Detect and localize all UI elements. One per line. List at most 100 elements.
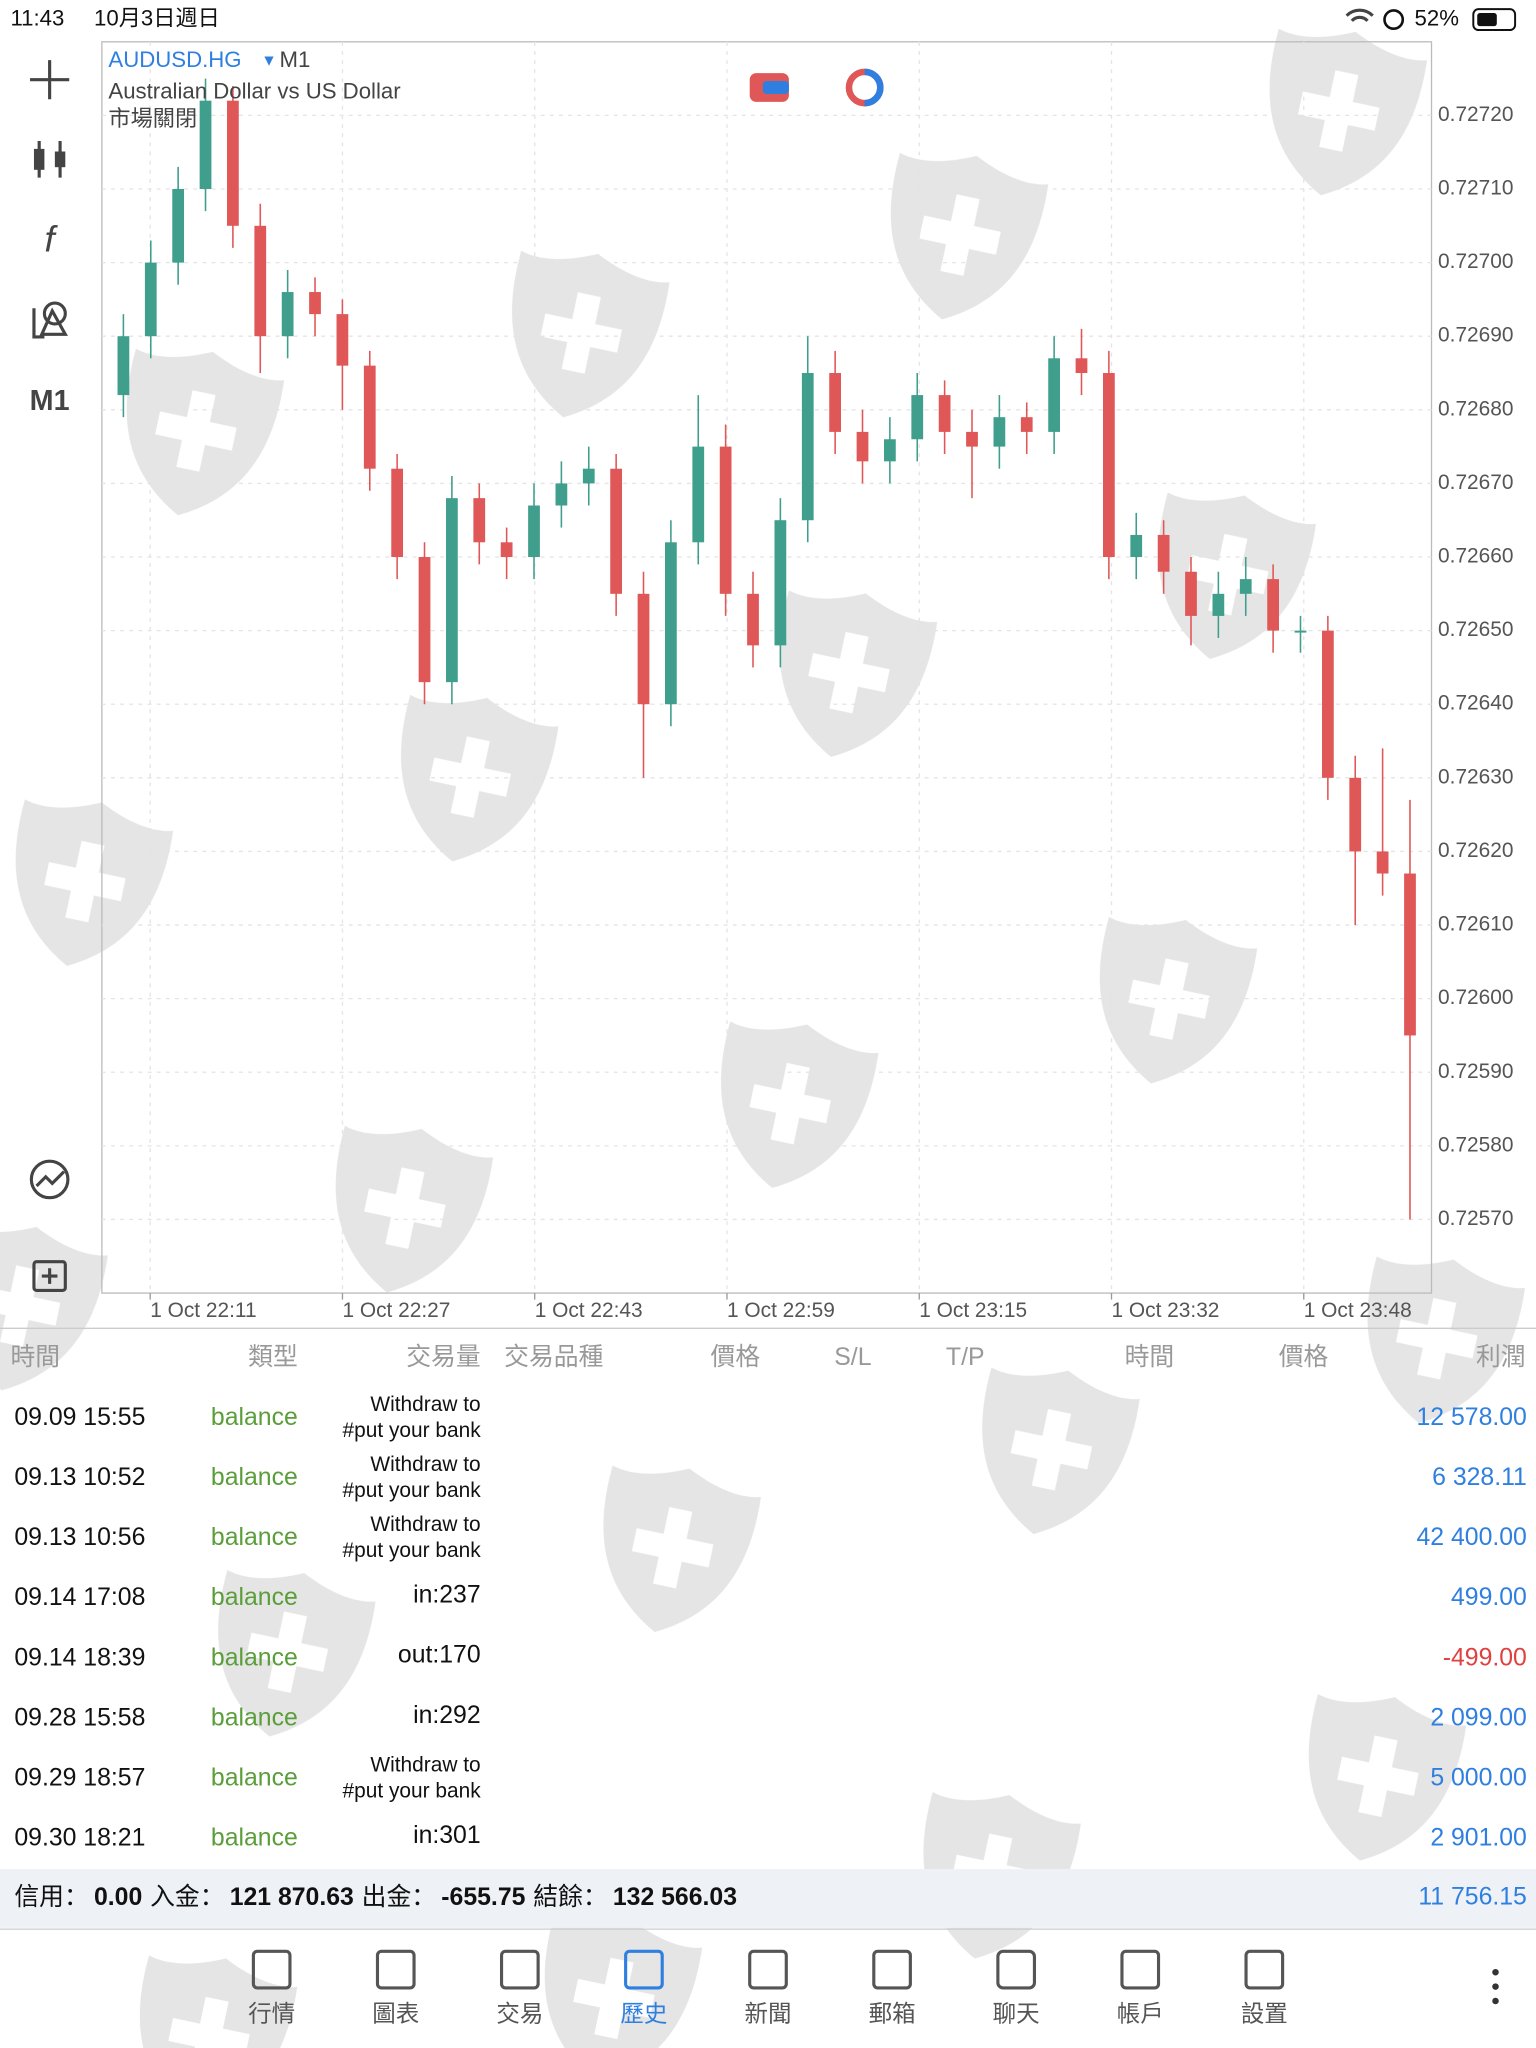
tab[interactable]: 郵箱: [869, 1949, 916, 2027]
tab-icon[interactable]: [624, 1949, 664, 1990]
trade-button[interactable]: [35, 1170, 66, 1188]
cell-volume: Withdraw to: [370, 1753, 480, 1776]
cell-volume: #put your bank: [343, 1539, 482, 1562]
column-header: 價格: [1279, 1343, 1329, 1371]
tab[interactable]: 帳戶: [1117, 1949, 1164, 2027]
x-tick-label: 1 Oct 23:48: [1304, 1299, 1412, 1322]
battery-level: [1477, 13, 1497, 27]
symbol-dropdown[interactable]: ▼: [261, 53, 277, 70]
tab-label[interactable]: 聊天: [993, 2001, 1040, 2027]
timeframe-button[interactable]: M1: [30, 385, 70, 417]
symbol[interactable]: AUDUSD.HG: [108, 47, 241, 72]
tab-label[interactable]: 圖表: [372, 2001, 419, 2027]
new-order-button[interactable]: [32, 1260, 67, 1293]
candle-body: [254, 225, 267, 337]
objects-tool[interactable]: [42, 301, 67, 326]
column-header: 價格: [711, 1343, 761, 1371]
tab-label[interactable]: 帳戶: [1117, 2001, 1164, 2027]
cell-profit: 2 901.00: [1430, 1825, 1527, 1852]
y-tick-label: 0.72660: [1438, 545, 1513, 568]
candle-body: [363, 365, 376, 469]
more-dot[interactable]: [1492, 1997, 1499, 2005]
cell-time: 09.14 17:08: [14, 1584, 145, 1611]
chart-type-tool[interactable]: [54, 151, 66, 168]
tab-icon[interactable]: [375, 1949, 416, 1990]
tab[interactable]: 歷史: [620, 1949, 667, 2027]
more-dot[interactable]: [1492, 1968, 1499, 1976]
candle-body: [391, 468, 404, 558]
candle-body: [144, 262, 157, 337]
cell-time: 09.14 18:39: [14, 1644, 145, 1671]
cell-time: 09.29 18:57: [14, 1764, 145, 1791]
market-status: 市場關閉: [108, 106, 197, 131]
tab-icon[interactable]: [748, 1949, 788, 1990]
one-click-button[interactable]: [762, 80, 789, 95]
tab-label[interactable]: 交易: [496, 2001, 543, 2027]
candle-body: [774, 520, 787, 646]
summary-label: 信用：: [14, 1882, 88, 1910]
tab[interactable]: 設置: [1241, 1949, 1288, 2027]
tab-icon[interactable]: [499, 1949, 540, 1990]
tab-icon[interactable]: [1120, 1949, 1161, 1990]
summary-bar: [0, 1869, 1536, 1928]
cell-volume: #put your bank: [343, 1419, 482, 1442]
x-tick-label: 1 Oct 23:32: [1112, 1299, 1220, 1322]
more-dot[interactable]: [1492, 1983, 1499, 1990]
cell-volume: in:301: [413, 1822, 481, 1849]
chart-type-tool[interactable]: [33, 148, 45, 170]
battery-text: 52%: [1415, 5, 1459, 30]
candle-body: [1376, 851, 1389, 874]
candle-body: [1075, 358, 1088, 374]
candle-body: [418, 557, 431, 683]
tab-label[interactable]: 郵箱: [869, 2001, 916, 2027]
candle-body: [1321, 630, 1334, 778]
cell-time: 09.13 10:52: [14, 1464, 145, 1491]
candle-body: [555, 483, 568, 506]
tab-icon[interactable]: [872, 1949, 912, 1990]
y-tick-label: 0.72570: [1438, 1207, 1513, 1230]
column-header: 時間: [10, 1343, 60, 1371]
cell-volume: #put your bank: [343, 1780, 482, 1803]
tab[interactable]: 交易: [496, 1949, 543, 2027]
candle-body: [856, 431, 869, 462]
tab[interactable]: 新聞: [745, 1949, 792, 2027]
new-order-button[interactable]: [41, 1268, 58, 1284]
candle-body: [610, 468, 623, 594]
tab-icon[interactable]: [996, 1949, 1037, 1990]
tab[interactable]: 圖表: [372, 1949, 419, 2027]
y-tick-label: 0.72580: [1438, 1133, 1513, 1156]
summary-value: 121 870.63: [230, 1883, 354, 1910]
cell-type: balance: [211, 1764, 298, 1791]
tab[interactable]: 聊天: [993, 1949, 1040, 2027]
tab-label[interactable]: 新聞: [745, 2001, 792, 2027]
tab-icon[interactable]: [1244, 1949, 1285, 1990]
tab-label[interactable]: 行情: [248, 2001, 295, 2027]
trade-button[interactable]: [29, 1159, 70, 1200]
candle-body: [473, 498, 486, 543]
y-tick-label: 0.72630: [1438, 765, 1513, 788]
cell-type: balance: [211, 1404, 298, 1431]
candle-body: [1185, 571, 1197, 616]
timer-button[interactable]: [864, 68, 884, 107]
chart-timeframe: M1: [280, 47, 311, 72]
tab-label[interactable]: 歷史: [620, 2001, 667, 2027]
symbol-description: Australian Dollar vs US Dollar: [108, 79, 401, 104]
candle-body: [1102, 373, 1115, 558]
candle-body: [172, 189, 185, 263]
tab[interactable]: 行情: [248, 1949, 295, 2027]
tab-label[interactable]: 設置: [1241, 2001, 1288, 2027]
column-header: 利潤: [1476, 1343, 1526, 1371]
summary-label: 入金：: [150, 1882, 224, 1910]
crosshair-tool[interactable]: [30, 60, 70, 100]
y-tick-label: 0.72610: [1438, 913, 1513, 936]
cell-profit: 2 099.00: [1430, 1704, 1527, 1731]
y-tick-label: 0.72670: [1438, 471, 1513, 494]
x-tick-label: 1 Oct 22:43: [535, 1299, 643, 1322]
candle-body: [1404, 873, 1416, 1036]
y-tick-label: 0.72650: [1438, 618, 1513, 641]
candle-body: [829, 373, 842, 432]
tab-icon[interactable]: [251, 1949, 292, 1990]
candle-body: [117, 336, 130, 396]
candle-body: [1130, 534, 1143, 558]
